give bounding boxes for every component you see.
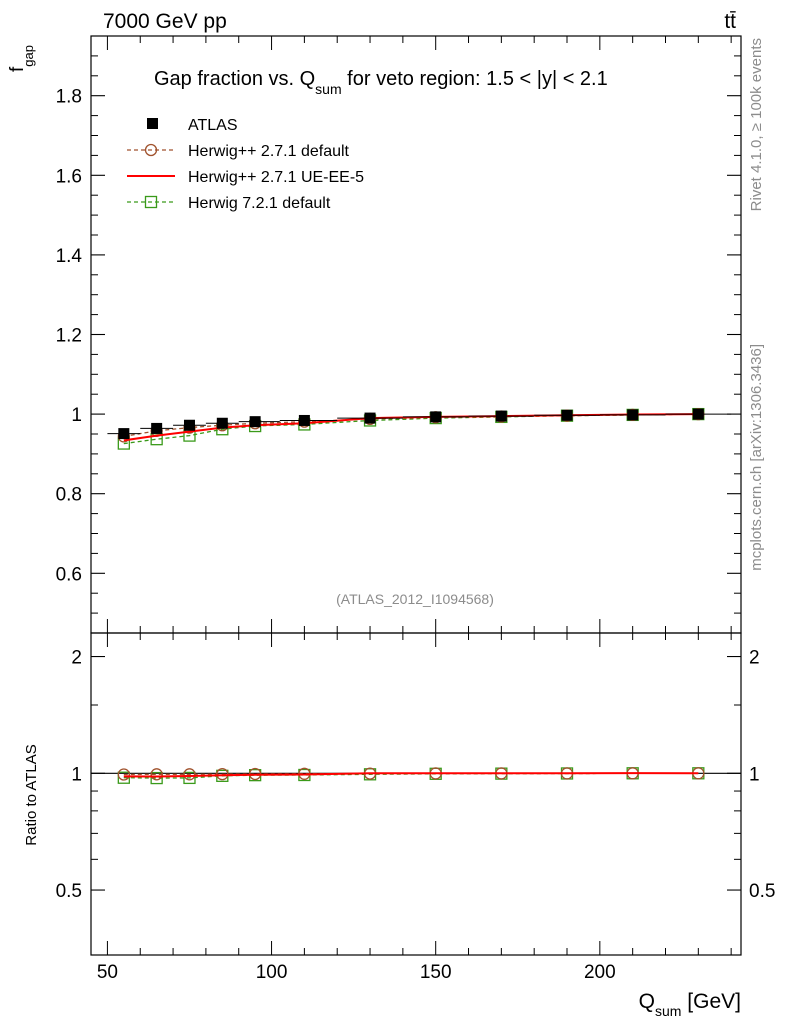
main-series-group [107,407,732,450]
analysis-label: (ATLAS_2012_I1094568) [336,591,494,607]
xtick-label: 200 [584,962,616,983]
atlas-point [692,408,704,420]
point-herwig-2-7-1-default [183,768,196,781]
atlas-point [216,417,228,429]
atlas-point [118,428,130,440]
xtick-label: 50 [97,962,118,983]
point-herwig-2-7-1-default [150,768,163,781]
series-line-herwig-2-7-1-ue-ee-5 [123,413,699,442]
energy-label: 7000 GeV pp [103,10,227,33]
atlas-point [627,409,639,421]
legend-label-herwigpp-ue-ee-5: Herwig++ 2.7.1 UE-EE-5 [188,169,364,186]
main-axis-ticks: 0.6 0.8 1 1.2 1.4 1.6 1.8 [56,36,741,633]
atlas-point [151,422,163,434]
main-ytick-label: 0.8 [56,485,82,506]
main-ytick-label: 1.2 [56,326,82,347]
point-herwig-7-2-1-default [150,771,163,785]
atlas-point [183,419,195,431]
xtick-label: 150 [420,962,452,983]
point-herwig-7-2-1-default [117,771,130,784]
legend-entry-herwig7-default: Herwig 7.2.1 default [127,195,331,212]
rivet-version-label: Rivet 4.1.0, ≥ 100k events [748,38,765,211]
ratio-frame [90,632,742,956]
ratio-axis-ticks: 0.5 0.5 1 1 2 2 50 100 150 200 [56,633,775,983]
atlas-point [430,411,442,423]
legend-label-herwigpp-default: Herwig++ 2.7.1 default [188,143,350,160]
xtick-label: 100 [256,962,288,983]
ratio-ytick-label-right: 0.5 [749,881,775,902]
legend-entry-atlas: ATLAS [147,117,238,134]
main-ytick-label: 1.4 [56,246,83,267]
legend-label-herwig7-default: Herwig 7.2.1 default [188,195,331,212]
ratio-ytick-label: 0.5 [56,881,82,902]
main-ylabel: fgap [7,45,36,72]
atlas-point [364,412,376,424]
ratio-ytick-label-right: 2 [749,648,760,669]
atlas-point [495,410,507,422]
atlas-point [561,409,573,421]
legend-entry-herwigpp-default: Herwig++ 2.7.1 default [127,143,350,160]
legend: ATLAS Herwig++ 2.7.1 default Herwig++ 2.… [127,117,364,212]
legend-label-atlas: ATLAS [188,117,238,134]
legend-marker-open-circle [144,143,158,157]
point-herwig-2-7-1-default [117,768,130,781]
main-title: Gap fraction vs. Qsum for veto region: 1… [154,68,608,97]
main-panel: 0.6 0.8 1 1.2 1.4 1.6 1.8 Gap fraction vs. Qsu… [7,35,742,634]
ratio-ytick-label: 1 [71,764,82,785]
main-ytick-label: 1.8 [56,87,82,108]
legend-entry-herwigpp-ue-ee-5: Herwig++ 2.7.1 UE-EE-5 [127,169,364,186]
legend-marker-open-square [144,195,158,209]
series-line-herwig-2-7-1-ue-ee-5 [123,772,699,778]
ratio-panel: 0.5 0.5 1 1 2 2 50 100 150 200 Ratio to ATLAS Qsu… [23,632,775,1019]
process-label: tt̄ [724,10,736,33]
point-herwig-7-2-1-default [183,771,196,785]
atlas-point [298,414,310,426]
ratio-series-group [117,767,705,785]
x-axis-label: Qsum [GeV] [639,990,741,1019]
atlas-point [249,416,261,428]
main-ytick-label: 1.6 [56,166,82,187]
mcplots-source-label: mcplots.cern.ch [arXiv:1306.3436] [748,344,765,571]
main-ytick-label: 1 [71,405,82,426]
legend-marker-filled-square [147,118,158,129]
main-ytick-label: 0.6 [56,564,82,585]
ratio-ytick-label: 2 [71,648,82,669]
ratio-ylabel: Ratio to ATLAS [23,744,40,845]
ratio-ytick-label-right: 1 [749,764,760,785]
